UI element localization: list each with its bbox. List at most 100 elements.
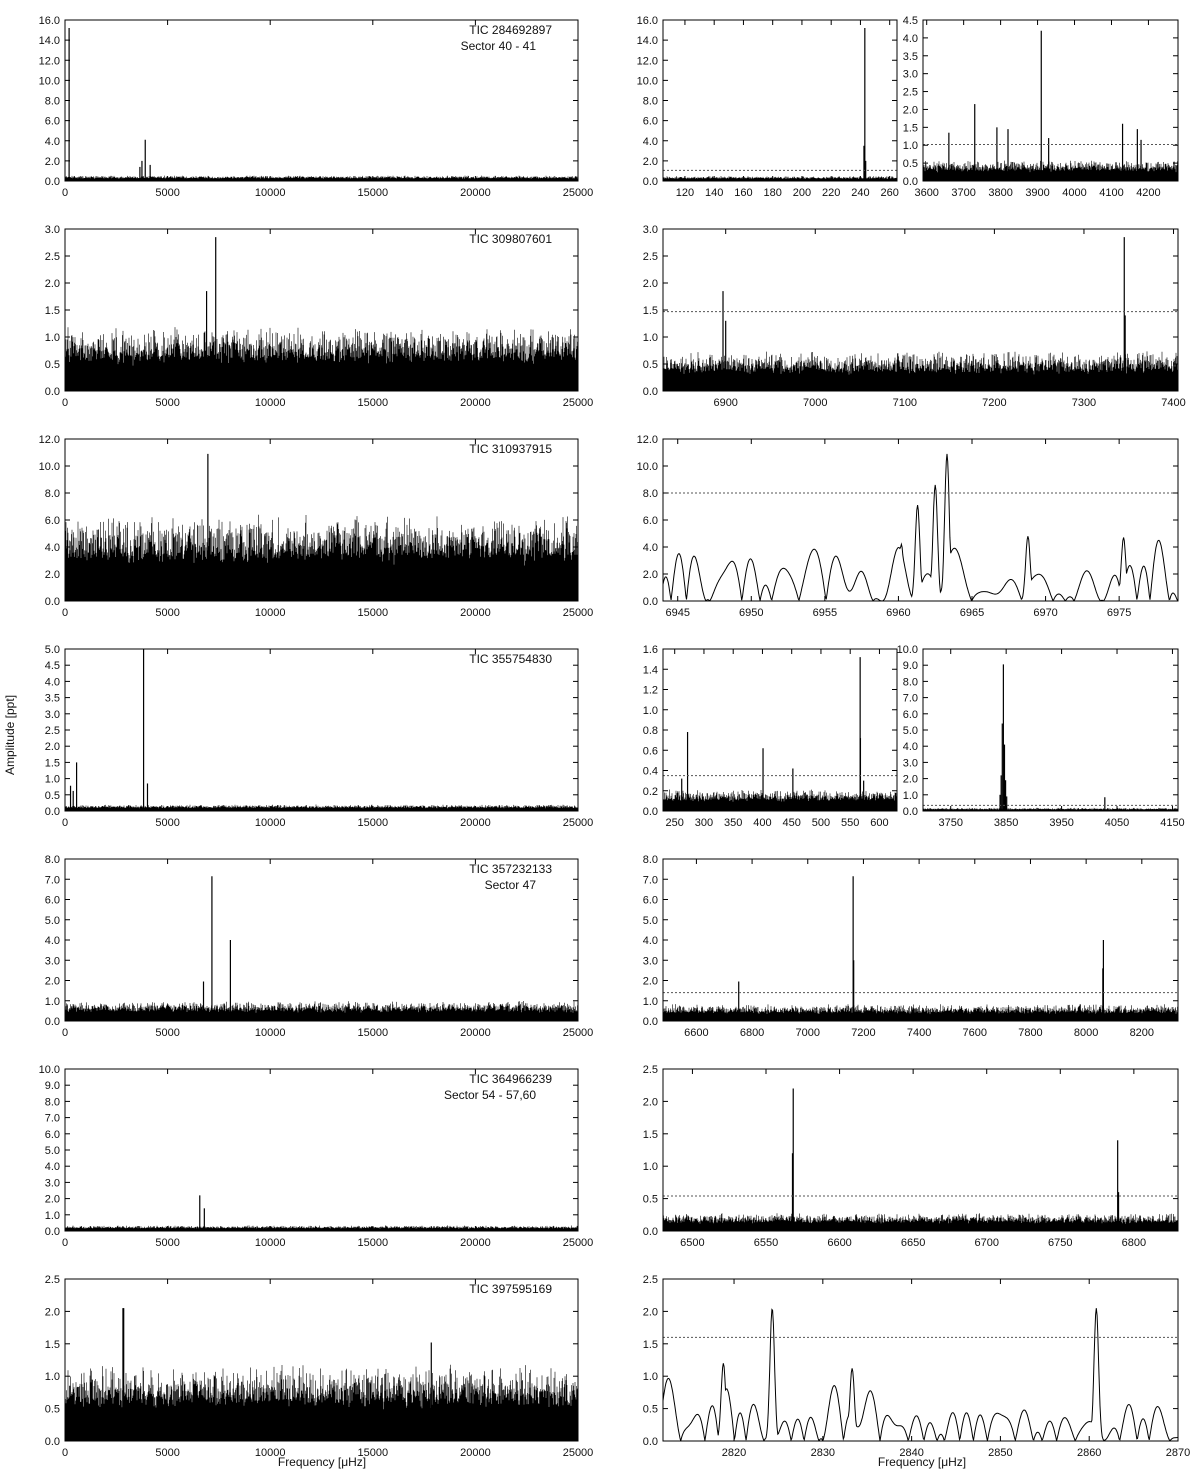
x-tick-label: 2820 xyxy=(722,1447,746,1459)
y-tick-label: 1.5 xyxy=(643,1129,658,1141)
x-tick-label: 10000 xyxy=(255,1447,286,1459)
x-tick-label: 3850 xyxy=(994,817,1018,829)
x-tick-label: 20000 xyxy=(460,817,491,829)
y-tick-label: 1.0 xyxy=(643,1371,658,1383)
x-tick-label: 6955 xyxy=(813,607,837,619)
panel-r4-zoom-a: 0.0 0.2 0.4 0.6 0.8 1.0 1.2 1.4 1.6 250 300 350 400 4… xyxy=(643,644,898,829)
y-tick-label: 10.0 xyxy=(897,644,918,656)
x-tick-label: 7300 xyxy=(1072,397,1096,409)
x-tick-label: 10000 xyxy=(255,607,286,619)
y-tick-label: 6.0 xyxy=(45,1129,60,1141)
x-tick-label: 6600 xyxy=(684,1027,708,1039)
y-tick-label: 0.0 xyxy=(45,596,60,608)
y-tick-label: 5.0 xyxy=(643,915,658,927)
y-tick-label: 0.0 xyxy=(643,386,658,398)
x-tick-label: 2870 xyxy=(1166,1447,1190,1459)
y-tick-label: 1.5 xyxy=(45,305,60,317)
y-tick-label: 0.0 xyxy=(643,596,658,608)
y-tick-label: 0.0 xyxy=(45,176,60,188)
star-id-label: TIC 357232133 xyxy=(469,862,552,876)
x-tick-label: 140 xyxy=(705,187,723,199)
x-tick-label: 180 xyxy=(764,187,782,199)
plot-area xyxy=(65,237,578,391)
noise-trace xyxy=(663,1004,1178,1021)
x-tick-label: 20000 xyxy=(460,187,491,199)
y-tick-label: 1.2 xyxy=(643,685,658,697)
y-tick-label: 9.0 xyxy=(903,660,918,672)
x-tick-label: 6700 xyxy=(974,1237,998,1249)
y-tick-label: 12.0 xyxy=(39,55,60,67)
y-tick-label: 5.0 xyxy=(903,725,918,737)
panel-r4-full: 0.0 0.5 1.0 1.5 2.0 2.5 3.0 3.5 4.0 4.5 5.0 0 5000 10… xyxy=(45,644,594,829)
panel-r7-full: 0.0 0.5 1.0 1.5 2.0 2.5 0 5000 10000 15000 20000 25… xyxy=(45,1274,594,1459)
y-tick-label: 3.0 xyxy=(643,224,658,236)
x-tick-label: 6960 xyxy=(886,607,910,619)
x-tick-label: 0 xyxy=(62,817,68,829)
y-tick-label: 6.0 xyxy=(45,895,60,907)
sector-label: Sector 40 - 41 xyxy=(461,39,537,53)
y-tick-label: 9.0 xyxy=(45,1080,60,1092)
y-tick-label: 1.0 xyxy=(643,332,658,344)
y-tick-label: 2.0 xyxy=(643,156,658,168)
noise-trace xyxy=(65,175,578,181)
y-tick-label: 2.5 xyxy=(45,725,60,737)
y-tick-label: 2.0 xyxy=(643,1096,658,1108)
y-tick-label: 10.0 xyxy=(637,75,658,87)
x-tick-label: 4200 xyxy=(1136,187,1160,199)
panel-r2-zoom: 0.0 0.5 1.0 1.5 2.0 2.5 3.0 6900 7000 7100 7200 730… xyxy=(643,224,1186,409)
x-tick-label: 0 xyxy=(62,1027,68,1039)
y-tick-label: 4.0 xyxy=(45,542,60,554)
x-tick-label: 20000 xyxy=(460,397,491,409)
x-tick-label: 20000 xyxy=(460,1027,491,1039)
y-tick-label: 2.0 xyxy=(45,1194,60,1206)
y-tick-label: 2.0 xyxy=(45,278,60,290)
y-tick-label: 1.0 xyxy=(643,1161,658,1173)
axes-frame xyxy=(662,438,1179,602)
panel-r5-zoom: 0.0 1.0 2.0 3.0 4.0 5.0 6.0 7.0 8.0 6600 6800 7000 7… xyxy=(643,854,1179,1039)
y-tick-label: 1.5 xyxy=(643,305,658,317)
y-tick-label: 10.0 xyxy=(637,461,658,473)
plot-area xyxy=(663,876,1178,1021)
plot-area xyxy=(663,453,1178,601)
x-tick-label: 6600 xyxy=(827,1237,851,1249)
spectrum-line xyxy=(663,1308,1178,1441)
plot-area xyxy=(65,1308,578,1441)
y-tick-label: 2.0 xyxy=(45,741,60,753)
y-tick-label: 8.0 xyxy=(643,96,658,108)
x-tick-label: 6965 xyxy=(960,607,984,619)
plot-area xyxy=(65,28,578,181)
x-tick-label: 3600 xyxy=(914,187,938,199)
x-tick-label: 8200 xyxy=(1130,1027,1154,1039)
y-tick-label: 1.0 xyxy=(45,1210,60,1222)
x-tick-label: 250 xyxy=(666,817,684,829)
x-tick-label: 7400 xyxy=(907,1027,931,1039)
x-tick-label: 4150 xyxy=(1160,817,1184,829)
panel-r1-zoom-a: 0.0 2.0 4.0 6.0 8.0 10.0 12.0 14.0 16.0 120 140 160… xyxy=(637,15,899,199)
x-tick-label: 6900 xyxy=(713,397,737,409)
y-tick-label: 0.0 xyxy=(643,806,658,818)
y-tick-label: 2.0 xyxy=(643,1306,658,1318)
y-tick-label: 0.8 xyxy=(643,725,658,737)
panel-r5-full: 0.0 1.0 2.0 3.0 4.0 5.0 6.0 7.0 8.0 0 5000 10000 150… xyxy=(45,854,594,1039)
y-tick-label: 8.0 xyxy=(643,854,658,866)
y-tick-label: 0.5 xyxy=(45,359,60,371)
y-tick-label: 2.5 xyxy=(45,1274,60,1286)
x-tick-label: 600 xyxy=(870,817,888,829)
y-tick-label: 12.0 xyxy=(637,434,658,446)
panel-r2-full: 0.0 0.5 1.0 1.5 2.0 2.5 3.0 0 5000 10000 15000 2000… xyxy=(45,224,594,409)
noise-trace xyxy=(663,789,897,811)
x-tick-label: 7000 xyxy=(803,397,827,409)
noise-trace xyxy=(65,1364,578,1441)
x-tick-label: 10000 xyxy=(255,397,286,409)
panel-r3-full: 0.0 2.0 4.0 6.0 8.0 10.0 12.0 0 5000 10000 15000 20… xyxy=(39,434,594,619)
y-tick-label: 4.0 xyxy=(45,676,60,688)
y-tick-label: 0.5 xyxy=(45,790,60,802)
y-tick-label: 0.0 xyxy=(643,1226,658,1238)
x-tick-label: 2860 xyxy=(1077,1447,1101,1459)
y-tick-label: 1.0 xyxy=(45,332,60,344)
y-axis-label: Amplitude [ppt] xyxy=(3,695,17,775)
x-tick-label: 5000 xyxy=(155,1447,179,1459)
y-tick-label: 2.0 xyxy=(45,976,60,988)
x-tick-label: 20000 xyxy=(460,1447,491,1459)
noise-trace xyxy=(65,804,578,811)
